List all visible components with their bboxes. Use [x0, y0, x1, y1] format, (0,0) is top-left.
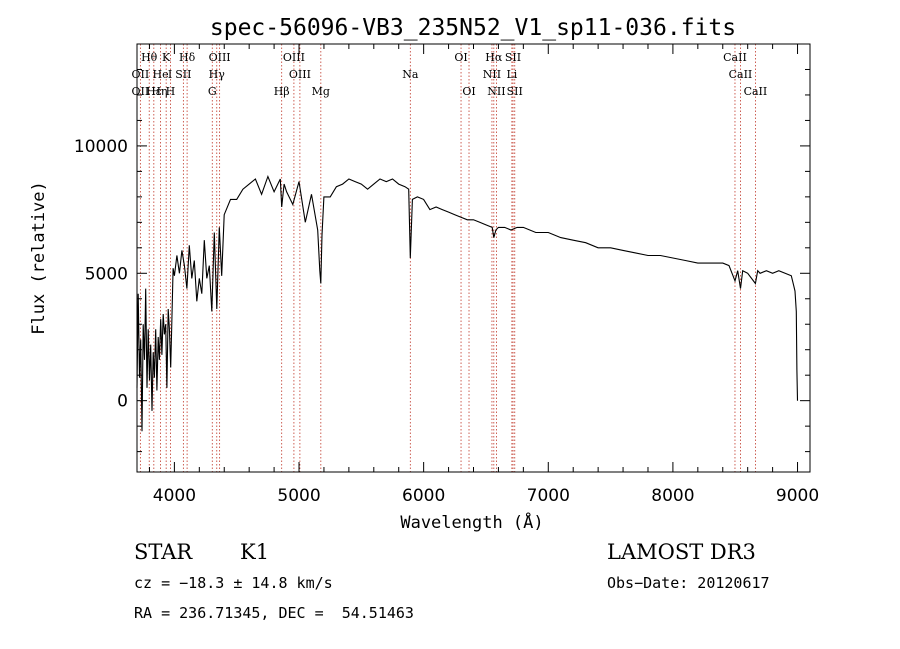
line-label-23: G — [208, 85, 217, 98]
line-label-8: CaII — [723, 51, 747, 64]
redshift-value: cz = −18.3 ± 14.8 km/s — [134, 574, 333, 592]
line-label-26: OI — [462, 85, 475, 98]
line-label-3: OIII — [209, 51, 231, 64]
y-axis-label: Flux (relative) — [29, 181, 49, 335]
line-label-25: Mg — [312, 85, 330, 98]
x-tick-label-4000: 4000 — [153, 486, 196, 506]
axis-ticks: 4000 5000 6000 7000 8000 9000 0 5000 10000 — [74, 43, 819, 506]
line-label-22: H — [166, 85, 176, 98]
line-label-19: OII — [132, 85, 150, 98]
chart-title: spec-56096-VB3_235N52_V1_sp11-036.fits — [210, 15, 736, 41]
flux-series-line — [136, 174, 799, 432]
emission-line-markers — [139, 44, 756, 472]
line-label-1: K — [162, 51, 171, 64]
x-tick-label-6000: 6000 — [402, 486, 445, 506]
observation-date: Obs−Date: 20120617 — [607, 574, 770, 592]
line-label-6: Hα — [485, 51, 503, 64]
line-label-24: Hβ — [274, 85, 290, 98]
y-tick-label-10000: 10000 — [74, 137, 128, 157]
line-label-2: Hδ — [179, 51, 196, 64]
x-axis-label: Wavelength (Å) — [400, 511, 543, 533]
y-tick-label-5000: 5000 — [85, 264, 128, 284]
line-label-12: SII — [175, 68, 191, 81]
line-label-16: NII — [483, 68, 501, 81]
line-label-17: Li — [506, 68, 517, 81]
line-label-18: CaII — [729, 68, 753, 81]
line-label-7: SII — [505, 51, 521, 64]
line-label-21: Hη — [151, 85, 167, 98]
line-label-27: NII — [487, 85, 505, 98]
object-subclass: K1 — [240, 540, 270, 564]
line-label-5: OI — [454, 51, 467, 64]
x-tick-label-9000: 9000 — [776, 486, 819, 506]
y-tick-label-0: 0 — [117, 392, 128, 412]
line-label-10: He — [153, 68, 169, 81]
survey-name: LAMOST DR3 — [607, 540, 756, 564]
line-label-4: OIII — [283, 51, 305, 64]
line-label-28: SII — [507, 85, 523, 98]
x-tick-label-7000: 7000 — [527, 486, 570, 506]
x-tick-label-5000: 5000 — [277, 486, 320, 506]
line-label-29: CaII — [744, 85, 768, 98]
line-label-20: Hε — [146, 85, 162, 98]
line-label-15: Na — [402, 68, 419, 81]
x-tick-label-8000: 8000 — [651, 486, 694, 506]
line-label-0: Hθ — [141, 51, 158, 64]
line-label-14: OIII — [289, 68, 311, 81]
line-label-13: Hγ — [209, 68, 226, 81]
line-label-9: OII — [132, 68, 150, 81]
plot-frame — [136, 43, 811, 473]
sky-coordinates: RA = 236.71345, DEC = 54.51463 — [134, 604, 414, 622]
line-label-11: I — [168, 68, 172, 81]
object-class: STAR — [134, 540, 193, 564]
